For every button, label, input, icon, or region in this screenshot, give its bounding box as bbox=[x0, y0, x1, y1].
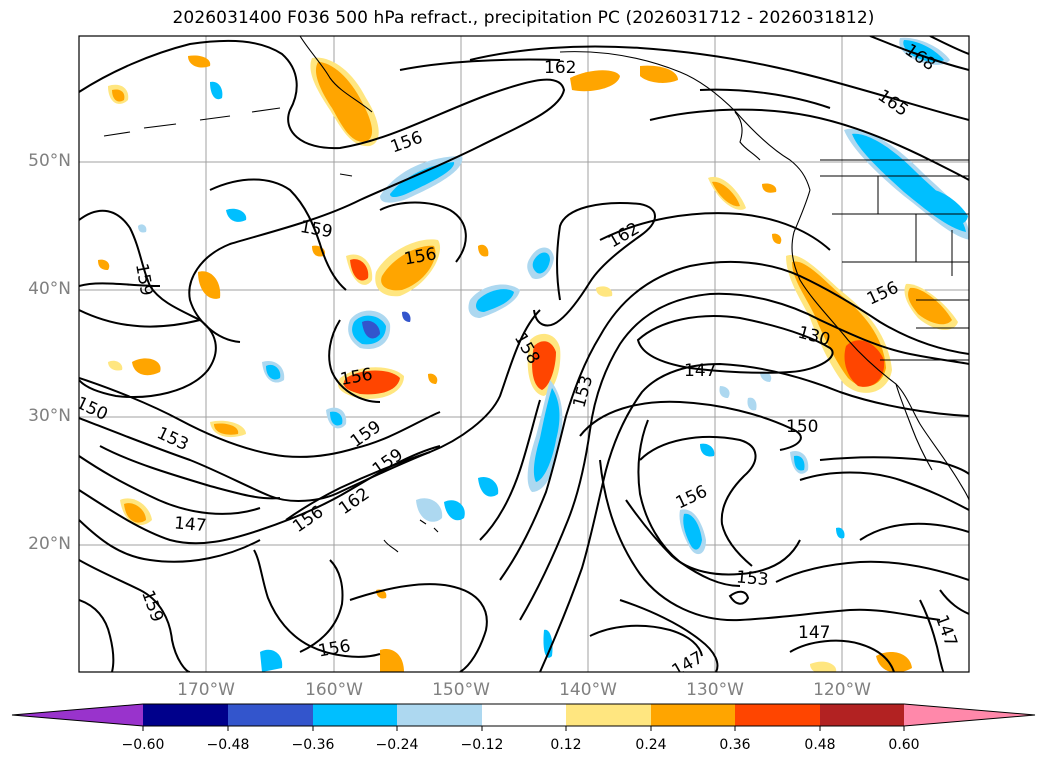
contour-label: 147 bbox=[798, 623, 830, 643]
lon-label: 130°W bbox=[686, 680, 744, 700]
lat-label: 40°N bbox=[28, 279, 71, 299]
lat-label: 30°N bbox=[28, 406, 71, 426]
colorbar-segment bbox=[651, 704, 735, 726]
colorbar-tick-label: −0.36 bbox=[291, 737, 335, 753]
lon-label: 150°W bbox=[432, 680, 490, 700]
lat-label: 20°N bbox=[28, 534, 71, 554]
colorbar-segment bbox=[820, 704, 904, 726]
graticule bbox=[79, 36, 969, 672]
lon-label: 120°W bbox=[813, 680, 871, 700]
colorbar-tick-label: −0.12 bbox=[460, 737, 504, 753]
colorbar-segment bbox=[735, 704, 820, 726]
contour-label: 150 bbox=[786, 417, 818, 437]
lon-label: 170°W bbox=[177, 680, 235, 700]
map-frame bbox=[78, 35, 970, 673]
contour-label: 147 bbox=[173, 513, 207, 536]
colorbar-tick-label: 0.24 bbox=[635, 737, 667, 753]
contour-label: 162 bbox=[544, 58, 576, 78]
map-title: 2026031400 F036 500 hPa refract., precip… bbox=[172, 8, 875, 28]
contour-label: 153 bbox=[735, 567, 769, 590]
colorbar-tick-label: 0.12 bbox=[550, 737, 582, 753]
contour-label: 147 bbox=[684, 361, 716, 381]
colorbar-tick-label: 0.36 bbox=[719, 737, 751, 753]
refractivity-contours bbox=[79, 36, 969, 672]
colorbar-tick-label: −0.24 bbox=[375, 737, 419, 753]
lon-label: 140°W bbox=[559, 680, 617, 700]
colorbar bbox=[11, 703, 1036, 731]
colorbar-segment bbox=[482, 704, 566, 726]
colorbar-tick-label: 0.48 bbox=[804, 737, 836, 753]
colorbar-tick-label: −0.60 bbox=[121, 737, 165, 753]
colorbar-segment bbox=[228, 704, 313, 726]
colorbar-segment bbox=[397, 704, 482, 726]
colorbar-segment bbox=[566, 704, 651, 726]
colorbar-tick-label: 0.60 bbox=[888, 737, 920, 753]
colorbar-segment bbox=[904, 704, 1035, 726]
lon-label: 160°W bbox=[305, 680, 363, 700]
colorbar-segment bbox=[12, 704, 143, 726]
colorbar-segment bbox=[143, 704, 228, 726]
colorbar-segment bbox=[313, 704, 397, 726]
map-background bbox=[79, 36, 969, 672]
lat-label: 50°N bbox=[28, 151, 71, 171]
colorbar-tick-label: −0.48 bbox=[206, 737, 250, 753]
